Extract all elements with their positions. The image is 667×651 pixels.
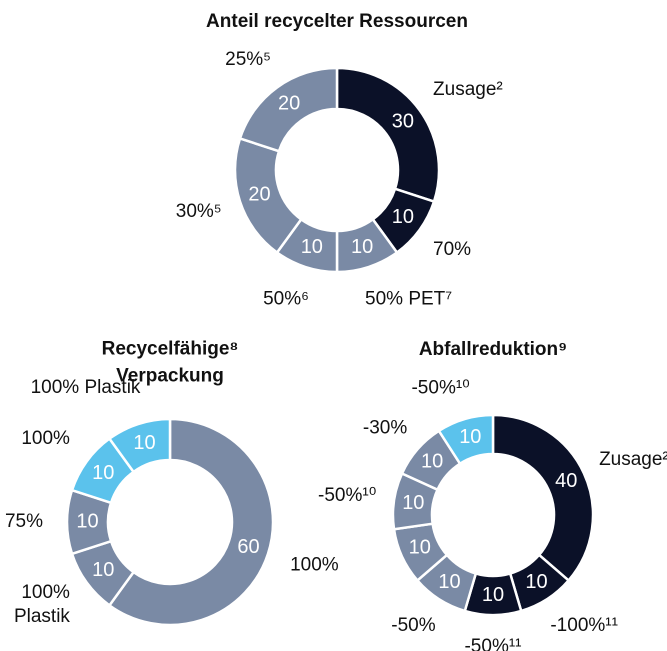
segment-value: 10 — [482, 584, 504, 606]
segment-label: -50% — [391, 615, 435, 636]
segment-label: -50%¹⁰ — [318, 485, 376, 506]
donut-segment — [238, 66, 339, 153]
segment-label: Zusage² — [599, 449, 667, 470]
chart-title: Recycelfähige⁸ Verpackung — [102, 339, 239, 387]
segment-value: 10 — [392, 206, 414, 228]
segment-label: 100% Plastik — [31, 377, 141, 398]
segment-value: 60 — [237, 536, 259, 558]
segment-label: 30%⁵ — [176, 201, 222, 222]
chart-title: Anteil recycelter Ressourcen — [206, 11, 468, 32]
segment-value: 30 — [392, 110, 414, 132]
segment-value: 20 — [278, 92, 300, 114]
segment-label: 50% PET⁷ — [365, 288, 452, 309]
segment-value: 10 — [92, 559, 114, 581]
donut-segment — [491, 413, 595, 583]
segment-label: 100% — [21, 428, 70, 449]
segment-value: 10 — [438, 571, 460, 593]
segment-label: -50%¹⁰ — [411, 377, 469, 398]
segment-value: 10 — [409, 537, 431, 559]
segment-value: 10 — [459, 426, 481, 448]
segment-value: 10 — [402, 492, 424, 514]
segment-label: 50%⁶ — [263, 288, 309, 309]
segment-label: 75% — [5, 511, 43, 532]
segment-value: 10 — [351, 236, 373, 258]
donut-segment — [437, 413, 495, 466]
segment-label: 70% — [433, 239, 471, 260]
segment-value: 40 — [555, 470, 577, 492]
segment-value: 10 — [301, 236, 323, 258]
segment-value: 20 — [248, 183, 270, 205]
segment-label: 100% Plastik — [14, 582, 70, 627]
donut-segment — [107, 417, 275, 627]
segment-value: 10 — [76, 510, 98, 532]
segment-value: 10 — [92, 462, 114, 484]
donut-segment — [107, 417, 172, 474]
segment-value: 10 — [421, 451, 443, 473]
segment-value: 10 — [133, 432, 155, 454]
segment-label: 100% — [290, 555, 339, 576]
segment-label: Zusage² — [433, 79, 503, 100]
segment-label: 25%⁵ — [225, 49, 271, 70]
donut-segment — [335, 66, 441, 204]
chart-title: Abfallreduktion⁹ — [419, 339, 567, 360]
segment-label: -30% — [363, 418, 407, 439]
segment-label: -50%¹¹ — [464, 636, 521, 651]
segment-value: 10 — [525, 571, 547, 593]
segment-label: -100%¹¹ — [550, 615, 618, 636]
